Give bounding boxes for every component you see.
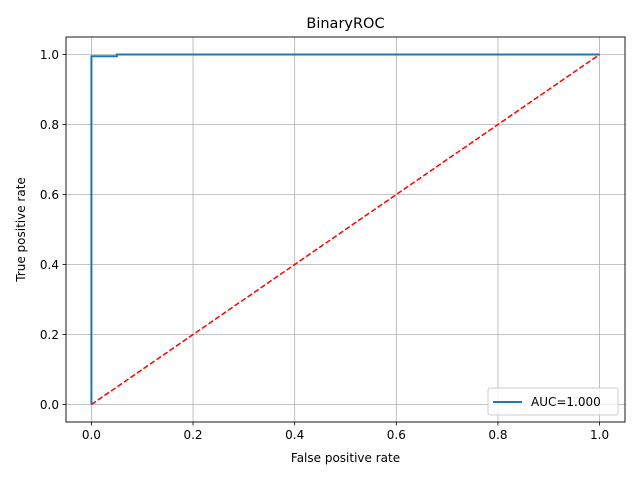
y-tick-label: 0.8	[40, 118, 59, 132]
y-tick-label: 0.0	[40, 398, 59, 412]
x-tick-label: 0.2	[183, 428, 202, 442]
x-axis-label: False positive rate	[291, 451, 400, 465]
plot-frame	[65, 36, 626, 423]
y-tick-label: 0.2	[40, 328, 59, 342]
legend-box	[487, 387, 619, 416]
ticks: 0.0 0.2 0.4 0.6 0.8 1.0 0.0 0.2 0.4 0.6 0.8 1.0	[40, 48, 609, 442]
y-tick-label: 0.4	[40, 258, 59, 272]
chart-title: BinaryROC	[306, 16, 384, 32]
x-tick-label: 0.8	[488, 428, 507, 442]
legend-label: AUC=1.000	[531, 395, 601, 409]
x-tick-label: 1.0	[590, 428, 609, 442]
y-axis-label: True positive rate	[14, 177, 28, 283]
y-tick-label: 1.0	[40, 48, 59, 62]
chance-diagonal-line	[90, 53, 601, 406]
x-tick-label: 0.0	[82, 428, 101, 442]
series-layer	[90, 53, 601, 406]
x-tick-label: 0.4	[285, 428, 304, 442]
y-tick-label: 0.6	[40, 188, 59, 202]
x-tick-label: 0.6	[387, 428, 406, 442]
legend: AUC=1.000	[487, 387, 619, 416]
roc-curve-line	[90, 53, 600, 405]
